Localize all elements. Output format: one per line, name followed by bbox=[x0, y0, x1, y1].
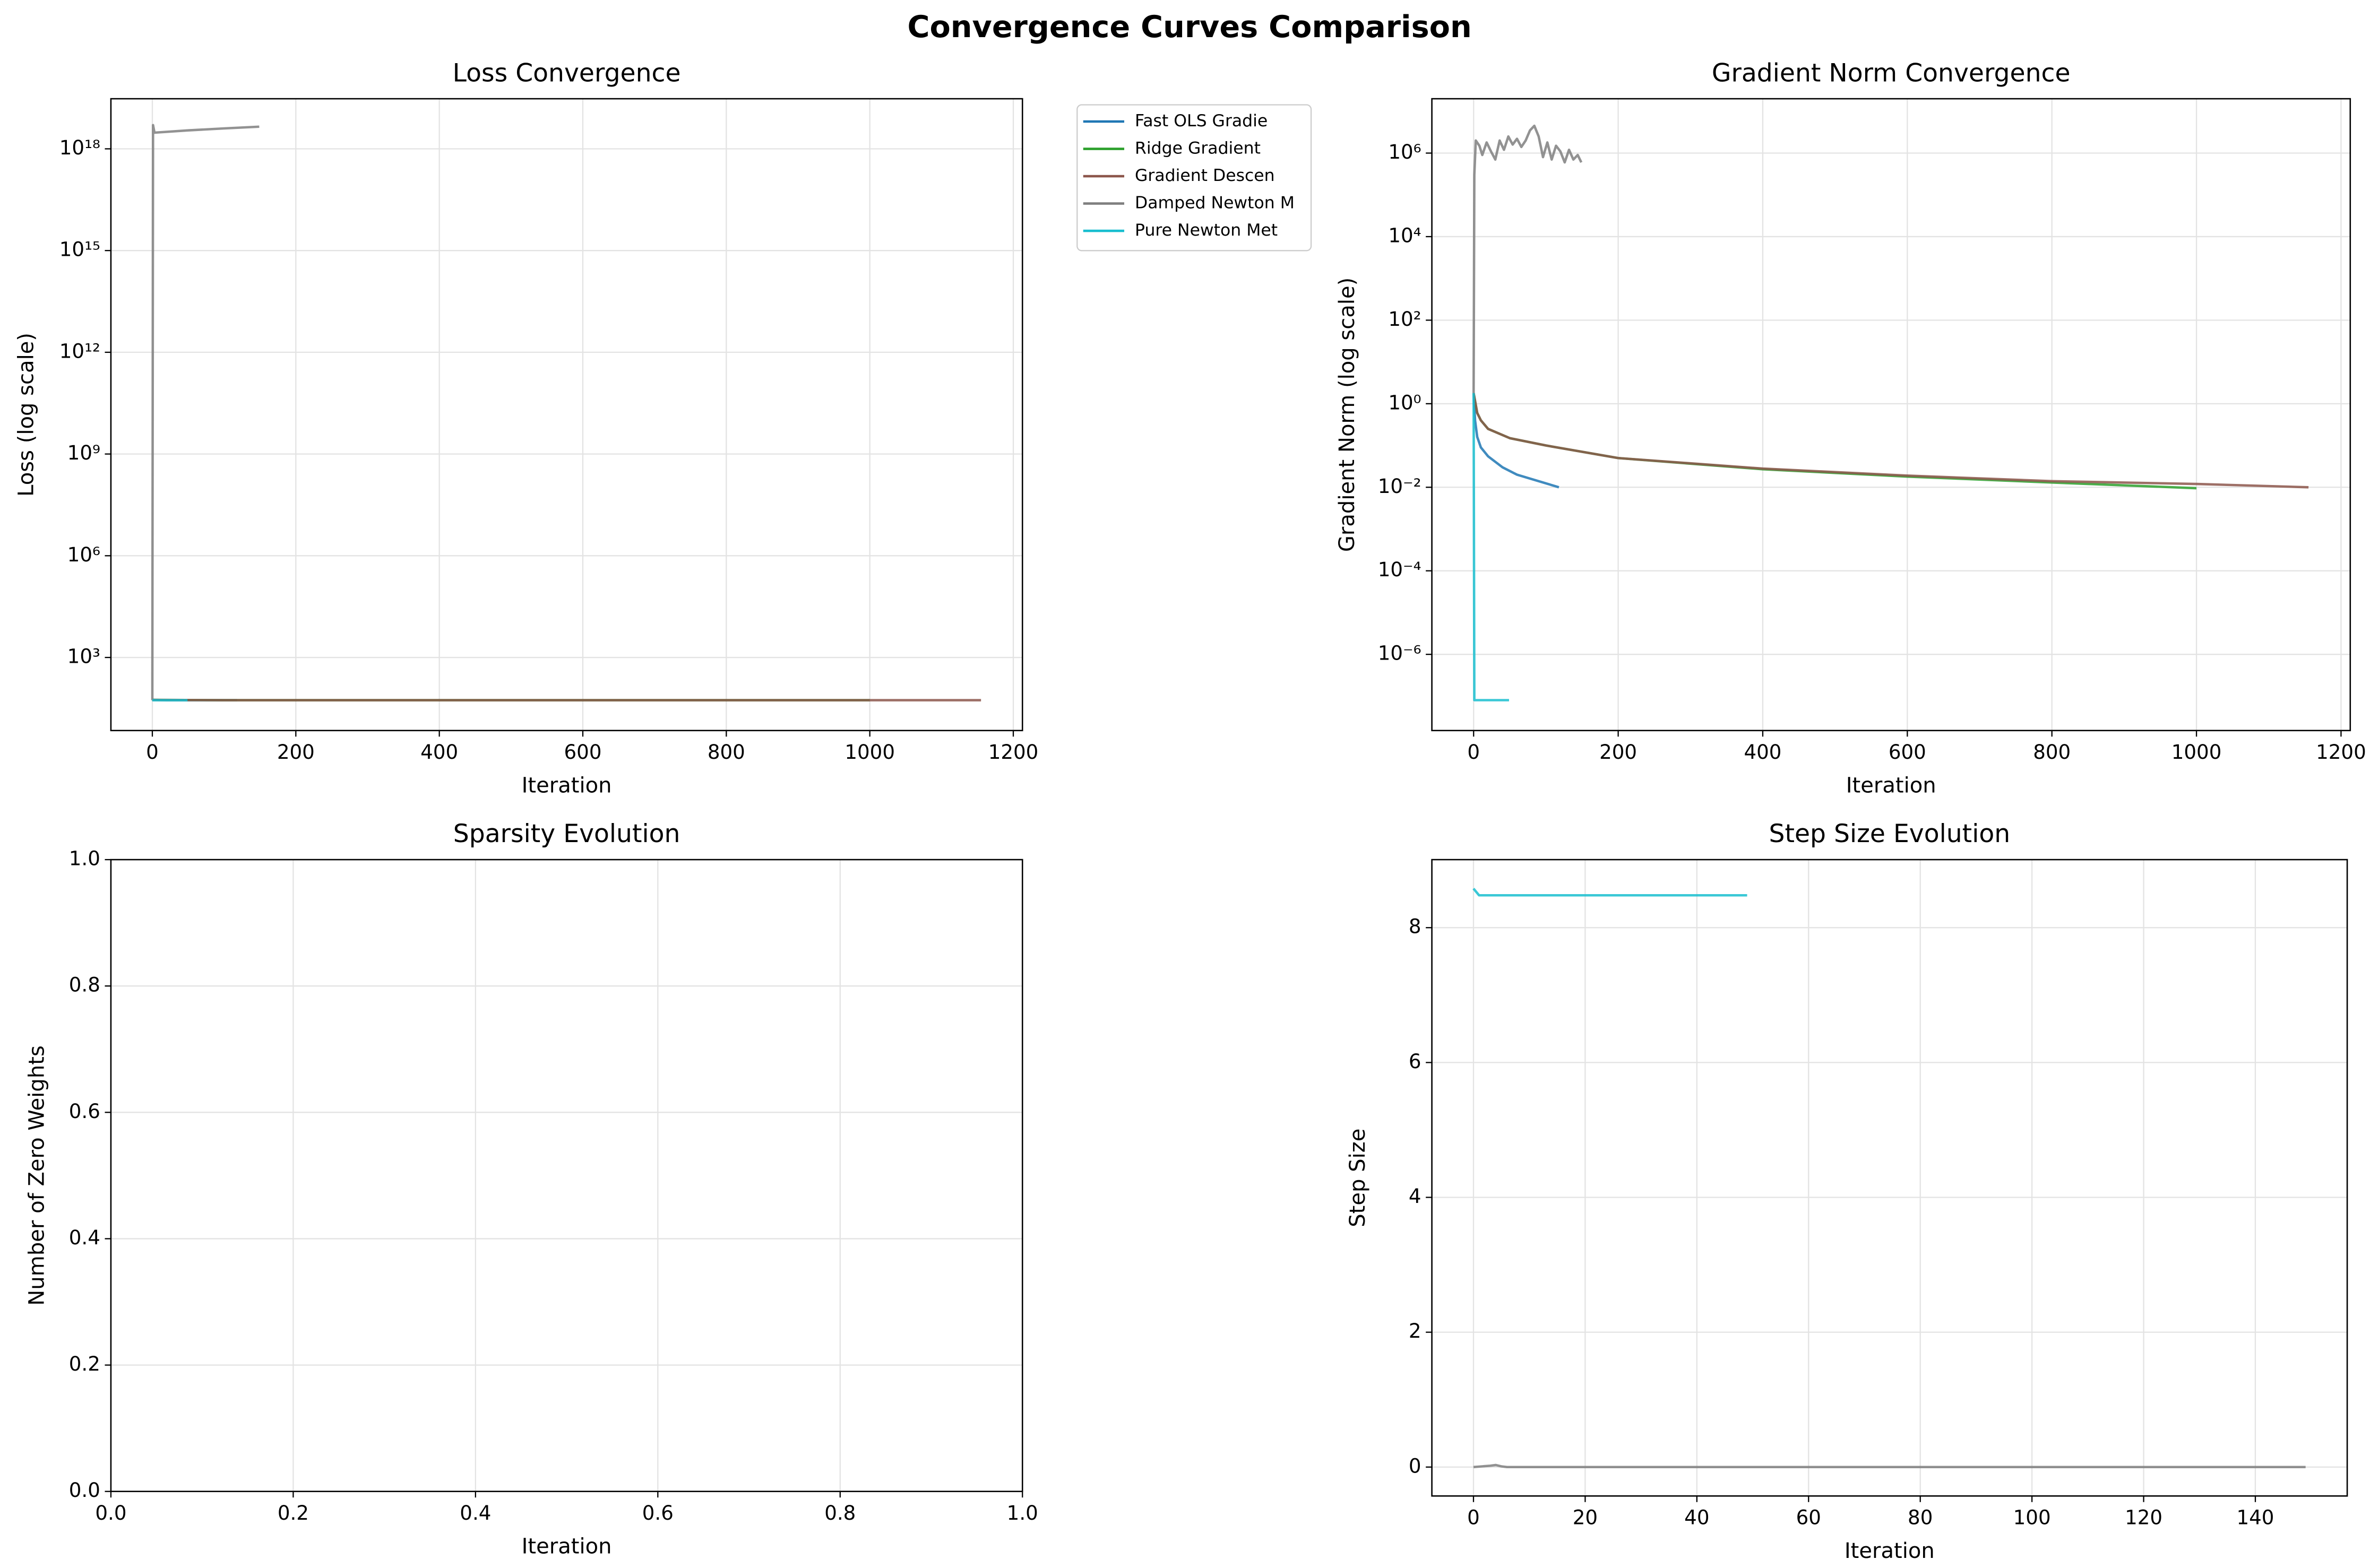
x-tick-label: 800 bbox=[708, 740, 745, 764]
plot-frame bbox=[110, 98, 1023, 732]
series-line bbox=[1472, 888, 1747, 897]
series-line bbox=[1472, 393, 2309, 489]
x-axis-label: Iteration bbox=[1845, 1539, 1935, 1563]
x-tick-label: 400 bbox=[420, 740, 458, 764]
x-tick-label: 800 bbox=[2033, 740, 2071, 764]
y-axis-label: Step Size bbox=[1346, 1129, 1370, 1227]
y-tick-label: 2 bbox=[1409, 1319, 1421, 1342]
x-tick-label: 600 bbox=[1889, 740, 1926, 764]
y-tick-label: 10⁶ bbox=[67, 543, 100, 566]
x-tick-label: 1200 bbox=[2316, 740, 2366, 764]
x-tick-label: 200 bbox=[1599, 740, 1637, 764]
figure-title: Convergence Curves Comparison bbox=[907, 10, 1471, 45]
series-line bbox=[1472, 393, 2197, 490]
x-tick-label: 60 bbox=[1796, 1506, 1821, 1529]
plot-frame bbox=[110, 859, 1023, 1492]
x-tick-label: 20 bbox=[1573, 1506, 1598, 1529]
legend-label: Fast OLS Gradie bbox=[1135, 111, 1268, 131]
y-axis-label: Gradient Norm (log scale) bbox=[1335, 278, 1359, 552]
x-tick-label: 1200 bbox=[988, 740, 1039, 764]
series-line bbox=[1472, 393, 1509, 701]
x-axis-label: Iteration bbox=[1846, 774, 1936, 798]
x-axis-label: Iteration bbox=[522, 774, 612, 798]
y-tick-label: 0 bbox=[1409, 1454, 1421, 1477]
x-tick-label: 0.8 bbox=[824, 1501, 856, 1524]
y-tick-label: 10⁻⁶ bbox=[1378, 642, 1421, 665]
x-tick-label: 1000 bbox=[844, 740, 895, 764]
y-tick-label: 0.4 bbox=[69, 1226, 100, 1249]
x-tick-label: 0.0 bbox=[95, 1501, 126, 1524]
y-tick-label: 10¹⁸ bbox=[59, 136, 100, 159]
y-axis-label: Number of Zero Weights bbox=[25, 1045, 49, 1305]
y-tick-label: 0.2 bbox=[69, 1352, 100, 1375]
x-tick-label: 0.6 bbox=[642, 1501, 674, 1524]
x-tick-label: 400 bbox=[1744, 740, 1781, 764]
y-tick-label: 1.0 bbox=[69, 847, 100, 870]
plot-frame bbox=[1431, 859, 2348, 1497]
x-tick-label: 80 bbox=[1908, 1506, 1933, 1529]
y-tick-label: 10³ bbox=[67, 645, 100, 668]
x-tick-label: 140 bbox=[2236, 1506, 2274, 1529]
series-line bbox=[1473, 1463, 2306, 1469]
legend-label: Damped Newton M bbox=[1135, 194, 1295, 213]
x-tick-label: 200 bbox=[277, 740, 315, 764]
x-tick-label: 100 bbox=[2013, 1506, 2051, 1529]
legend-label: Gradient Descen bbox=[1135, 166, 1275, 185]
legend-label: Pure Newton Met bbox=[1135, 221, 1278, 240]
series-line bbox=[1472, 124, 1583, 393]
y-tick-label: 10⁻² bbox=[1378, 474, 1421, 498]
y-axis-label: Loss (log scale) bbox=[14, 333, 39, 497]
x-tick-label: 0 bbox=[1467, 740, 1480, 764]
x-tick-label: 40 bbox=[1684, 1506, 1709, 1529]
x-tick-label: 0 bbox=[146, 740, 159, 764]
x-tick-label: 1000 bbox=[2171, 740, 2222, 764]
x-tick-label: 600 bbox=[564, 740, 602, 764]
y-tick-label: 8 bbox=[1409, 915, 1421, 938]
y-tick-label: 10² bbox=[1388, 307, 1421, 331]
x-tick-label: 0 bbox=[1467, 1506, 1480, 1529]
y-tick-label: 10⁻⁴ bbox=[1378, 558, 1421, 581]
series-line bbox=[151, 124, 260, 700]
x-tick-label: 1.0 bbox=[1007, 1501, 1038, 1524]
y-tick-label: 6 bbox=[1409, 1050, 1421, 1073]
x-tick-label: 0.2 bbox=[278, 1501, 309, 1524]
legend-label: Ridge Gradient bbox=[1135, 139, 1261, 158]
y-tick-label: 10⁹ bbox=[67, 441, 100, 464]
y-tick-label: 0.8 bbox=[69, 973, 100, 997]
x-tick-label: 120 bbox=[2125, 1506, 2162, 1529]
y-tick-label: 4 bbox=[1409, 1184, 1421, 1208]
subplot-title: Step Size Evolution bbox=[1769, 819, 2011, 848]
legend-frame bbox=[1076, 104, 1312, 252]
y-tick-label: 10⁴ bbox=[1388, 223, 1421, 247]
y-tick-label: 10⁶ bbox=[1388, 140, 1421, 163]
x-tick-label: 0.4 bbox=[460, 1501, 491, 1524]
y-tick-label: 10⁰ bbox=[1388, 391, 1421, 414]
y-tick-label: 0.6 bbox=[69, 1099, 100, 1123]
subplot-title: Gradient Norm Convergence bbox=[1712, 58, 2071, 88]
plot-frame bbox=[1431, 98, 2351, 732]
x-axis-label: Iteration bbox=[522, 1535, 612, 1559]
y-tick-label: 0.0 bbox=[69, 1478, 100, 1502]
series-line bbox=[1472, 393, 1559, 489]
y-tick-label: 10¹² bbox=[59, 339, 100, 362]
y-tick-label: 10¹⁵ bbox=[59, 238, 100, 261]
subplot-title: Sparsity Evolution bbox=[453, 819, 680, 848]
subplot-title: Loss Convergence bbox=[453, 58, 681, 88]
